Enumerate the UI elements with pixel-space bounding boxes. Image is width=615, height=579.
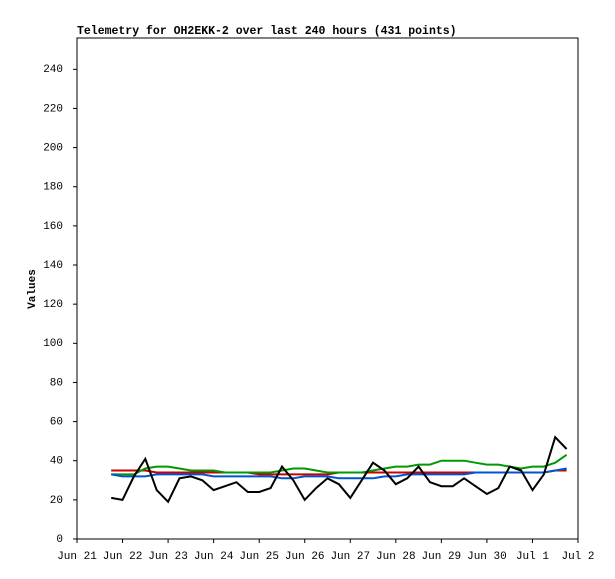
x-tick-label: Jun 30 (467, 551, 507, 563)
y-axis-label: Values (27, 269, 39, 309)
x-tick-label: Jun 23 (148, 551, 188, 563)
x-tick-label: Jun 28 (376, 551, 416, 563)
x-tick-label: Jun 22 (103, 551, 143, 563)
y-tick-label: 140 (43, 260, 63, 272)
x-tick-label: Jun 27 (330, 551, 370, 563)
y-tick-label: 160 (43, 221, 63, 233)
x-tick-label: Jul 1 (516, 551, 549, 563)
y-tick-label: 120 (43, 299, 63, 311)
y-tick-label: 180 (43, 182, 63, 194)
x-tick-label: Jun 26 (285, 551, 325, 563)
y-tick-label: 20 (50, 495, 63, 507)
series-line (111, 467, 567, 480)
chart-title: Telemetry for OH2EKK-2 over last 240 hou… (77, 25, 457, 38)
y-tick-label: 200 (43, 143, 63, 155)
x-tick-label: Jun 25 (239, 551, 279, 563)
y-tick-label: 80 (50, 377, 63, 389)
plot-frame (76, 37, 579, 540)
y-tick-label: 240 (43, 64, 63, 76)
x-tick-label: Jul 2 (561, 551, 594, 563)
y-tick-label: 60 (50, 416, 63, 428)
y-tick-label: 100 (43, 338, 63, 350)
x-tick-label: Jun 29 (422, 551, 462, 563)
series-line (111, 435, 568, 504)
y-tick-label: 40 (50, 456, 63, 468)
x-tick-label: Jun 24 (194, 551, 234, 563)
x-tick-label: Jun 21 (57, 551, 97, 563)
series-line (111, 453, 568, 476)
y-tick-label: 220 (43, 103, 63, 115)
y-tick-label: 0 (56, 534, 63, 546)
